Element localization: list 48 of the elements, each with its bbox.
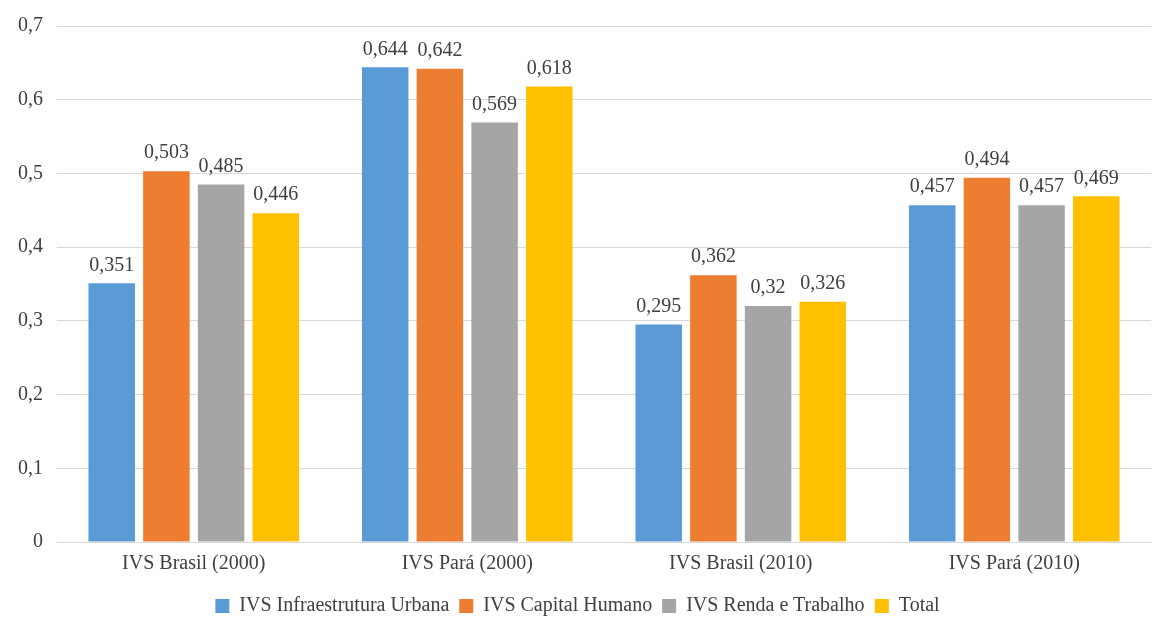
legend-label: Total (898, 593, 941, 616)
y-tick-label: 0,3 (18, 308, 43, 331)
bar (635, 324, 682, 542)
data-label: 0,485 (198, 153, 244, 176)
bar (471, 122, 518, 542)
y-tick-label: 0,4 (18, 234, 43, 257)
data-label: 0,642 (417, 38, 463, 60)
bar (252, 213, 300, 542)
y-tick-label: 0,1 (18, 455, 43, 478)
legend-label: IVS Capital Humano (483, 593, 653, 617)
bar (1073, 196, 1120, 542)
y-tick-label: 0,7 (18, 13, 43, 36)
data-label: 0,32 (750, 275, 786, 298)
legend-label: IVS Renda e Trabalho (686, 593, 865, 616)
data-label: 0,503 (143, 140, 189, 163)
data-label: 0,569 (472, 91, 518, 114)
x-tick-label: IVS Brasil (2000) (122, 551, 266, 575)
bar (908, 205, 956, 542)
data-label: 0,326 (800, 270, 846, 293)
data-label: 0,446 (253, 182, 299, 205)
y-tick-label: 0,2 (18, 381, 43, 404)
bar (744, 306, 792, 542)
data-label: 0,362 (690, 244, 736, 267)
data-label: 0,644 (362, 36, 408, 59)
x-tick-label: IVS Pará (2010) (948, 551, 1080, 575)
bar (963, 177, 1011, 542)
data-label: 0,494 (964, 147, 1010, 170)
y-tick-label: 0 (33, 529, 43, 552)
bar (1018, 205, 1065, 542)
legend-label: IVS Infraestrutura Urbana (239, 593, 450, 616)
bar (197, 184, 245, 542)
y-tick-label: 0,6 (18, 86, 43, 109)
data-label: 0,457 (909, 174, 955, 197)
x-tick-label: IVS Pará (2000) (401, 551, 533, 575)
x-tick-label: IVS Brasil (2010) (669, 551, 813, 575)
data-label: 0,457 (1019, 174, 1065, 197)
bar (88, 283, 135, 542)
y-tick-label: 0,5 (18, 160, 43, 183)
data-label: 0,618 (526, 55, 572, 78)
bar (526, 86, 573, 542)
bar (690, 275, 737, 542)
bar (361, 67, 409, 542)
data-label: 0,469 (1073, 165, 1119, 188)
data-label: 0,351 (89, 252, 135, 275)
bar (799, 301, 847, 542)
bar (416, 68, 464, 542)
bar (143, 171, 190, 542)
data-label: 0,295 (636, 293, 682, 316)
